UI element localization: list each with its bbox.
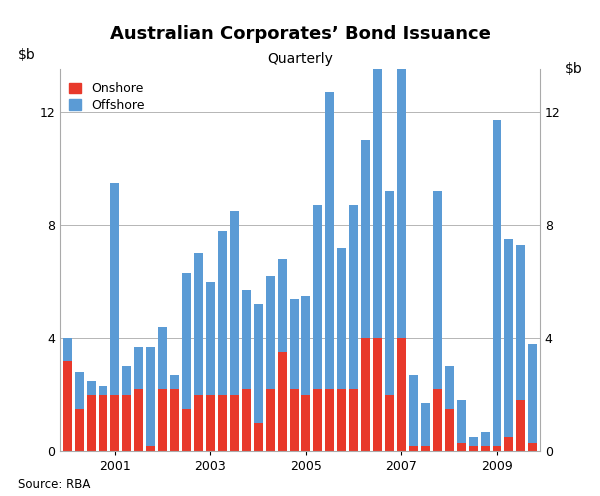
Bar: [505, 437, 514, 451]
Bar: [301, 296, 310, 395]
Bar: [517, 400, 526, 451]
Bar: [146, 446, 155, 451]
Y-axis label: $b: $b: [17, 48, 35, 62]
Bar: [313, 389, 322, 451]
Bar: [361, 140, 370, 338]
Bar: [218, 231, 227, 395]
Bar: [242, 389, 251, 451]
Bar: [517, 245, 526, 400]
Bar: [301, 395, 310, 451]
Bar: [385, 191, 394, 395]
Bar: [493, 446, 502, 451]
Bar: [254, 304, 263, 423]
Bar: [385, 395, 394, 451]
Bar: [218, 395, 227, 451]
Bar: [254, 423, 263, 451]
Bar: [421, 446, 430, 451]
Bar: [409, 446, 418, 451]
Bar: [290, 389, 299, 451]
Bar: [182, 409, 191, 451]
Bar: [337, 248, 346, 389]
Bar: [457, 443, 466, 451]
Bar: [433, 389, 442, 451]
Bar: [122, 395, 131, 451]
Bar: [170, 389, 179, 451]
Bar: [122, 367, 131, 395]
Bar: [194, 395, 203, 451]
Bar: [194, 253, 203, 395]
Bar: [134, 347, 143, 389]
Bar: [421, 403, 430, 446]
Bar: [457, 400, 466, 443]
Bar: [529, 443, 538, 451]
Bar: [110, 395, 119, 451]
Bar: [397, 69, 406, 338]
Bar: [290, 299, 299, 389]
Text: Source: RBA: Source: RBA: [18, 478, 91, 491]
Bar: [278, 259, 287, 352]
Bar: [325, 92, 334, 389]
Bar: [146, 347, 155, 446]
Bar: [445, 409, 454, 451]
Bar: [445, 367, 454, 409]
Bar: [337, 389, 346, 451]
Bar: [325, 389, 334, 451]
Bar: [505, 239, 514, 437]
Bar: [469, 437, 478, 446]
Bar: [481, 432, 490, 446]
Bar: [529, 344, 538, 443]
Bar: [86, 395, 95, 451]
Bar: [170, 375, 179, 389]
Bar: [74, 372, 83, 409]
Bar: [278, 352, 287, 451]
Bar: [182, 273, 191, 409]
Title: Australian Corporates’ Bond Issuance: Australian Corporates’ Bond Issuance: [110, 25, 490, 43]
Bar: [98, 386, 107, 395]
Bar: [373, 69, 382, 338]
Bar: [349, 389, 358, 451]
Y-axis label: $b: $b: [565, 62, 583, 76]
Bar: [98, 395, 107, 451]
Bar: [433, 191, 442, 389]
Bar: [242, 290, 251, 389]
Bar: [481, 446, 490, 451]
Bar: [373, 338, 382, 451]
Bar: [230, 211, 239, 395]
Legend: Onshore, Offshore: Onshore, Offshore: [66, 79, 147, 114]
Bar: [266, 276, 275, 389]
Bar: [313, 205, 322, 389]
Bar: [206, 395, 215, 451]
Bar: [266, 389, 275, 451]
Bar: [230, 395, 239, 451]
Bar: [469, 446, 478, 451]
Bar: [158, 389, 167, 451]
Bar: [397, 338, 406, 451]
Bar: [62, 338, 71, 361]
Bar: [361, 338, 370, 451]
Bar: [86, 380, 95, 395]
Bar: [158, 327, 167, 389]
Bar: [409, 375, 418, 446]
Bar: [62, 361, 71, 451]
Bar: [493, 121, 502, 446]
Bar: [206, 282, 215, 395]
Bar: [134, 389, 143, 451]
Bar: [349, 205, 358, 389]
Bar: [74, 409, 83, 451]
Text: Quarterly: Quarterly: [267, 52, 333, 66]
Bar: [110, 183, 119, 395]
